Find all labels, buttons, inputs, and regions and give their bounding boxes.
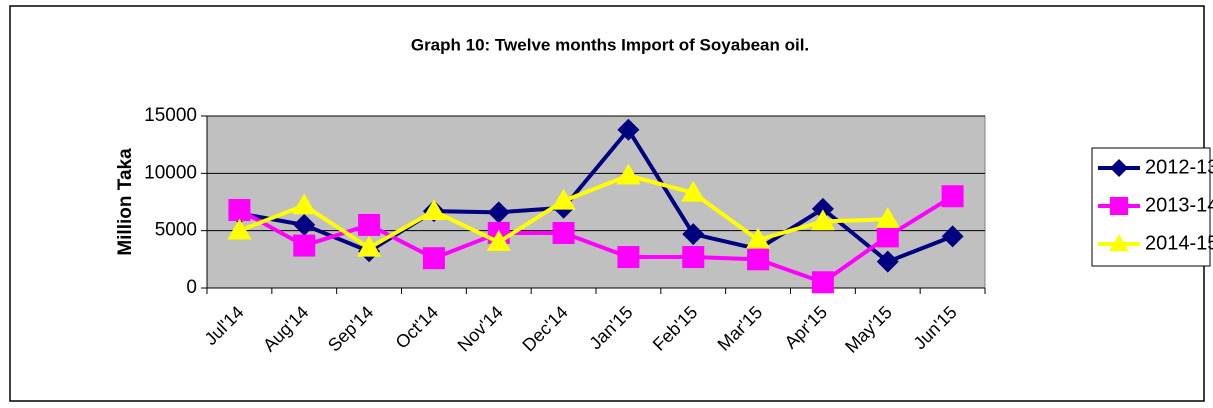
marker-square — [293, 234, 316, 257]
marker-diamond — [811, 197, 834, 220]
marker-triangle — [292, 193, 317, 215]
legend-label: 2014-15 — [1145, 232, 1213, 254]
marker-square — [617, 246, 640, 269]
chart-title: Graph 10: Twelve months Import of Soyabe… — [411, 35, 809, 54]
marker-diamond — [293, 213, 316, 236]
y-tick-label: 10000 — [144, 162, 197, 183]
marker-diamond — [1110, 159, 1128, 177]
marker-square — [552, 221, 575, 244]
marker-square — [811, 271, 834, 294]
marker-square — [422, 247, 445, 270]
marker-diamond — [876, 250, 899, 273]
marker-triangle — [356, 235, 382, 257]
marker-square — [682, 246, 705, 269]
marker-triangle — [551, 188, 576, 210]
marker-triangle — [810, 209, 836, 231]
marker-triangle — [681, 180, 706, 202]
marker-diamond — [617, 118, 640, 141]
marker-triangle — [486, 230, 511, 251]
legend-label: 2013-14 — [1145, 194, 1213, 216]
marker-triangle — [745, 227, 771, 249]
marker-triangle — [616, 163, 641, 185]
marker-triangle — [227, 218, 252, 240]
marker-square — [747, 248, 770, 271]
marker-square — [876, 225, 899, 248]
y-tick-label: 0 — [186, 277, 197, 298]
marker-diamond — [682, 223, 705, 246]
series-line — [239, 127, 954, 264]
marker-diamond — [487, 201, 510, 224]
plot-area — [206, 115, 986, 289]
y-tick-label: 15000 — [144, 105, 197, 126]
marker-square — [1110, 197, 1128, 215]
y-tick-label: 5000 — [155, 220, 197, 241]
marker-diamond — [941, 225, 964, 248]
legend-label: 2012-13 — [1145, 156, 1213, 178]
y-axis-label: Million Taka — [115, 148, 136, 256]
marker-square — [228, 199, 251, 222]
marker-square — [941, 185, 964, 208]
marker-triangle — [1109, 234, 1129, 252]
marker-triangle — [421, 199, 447, 220]
marker-square — [358, 213, 381, 236]
marker-triangle — [875, 207, 900, 228]
